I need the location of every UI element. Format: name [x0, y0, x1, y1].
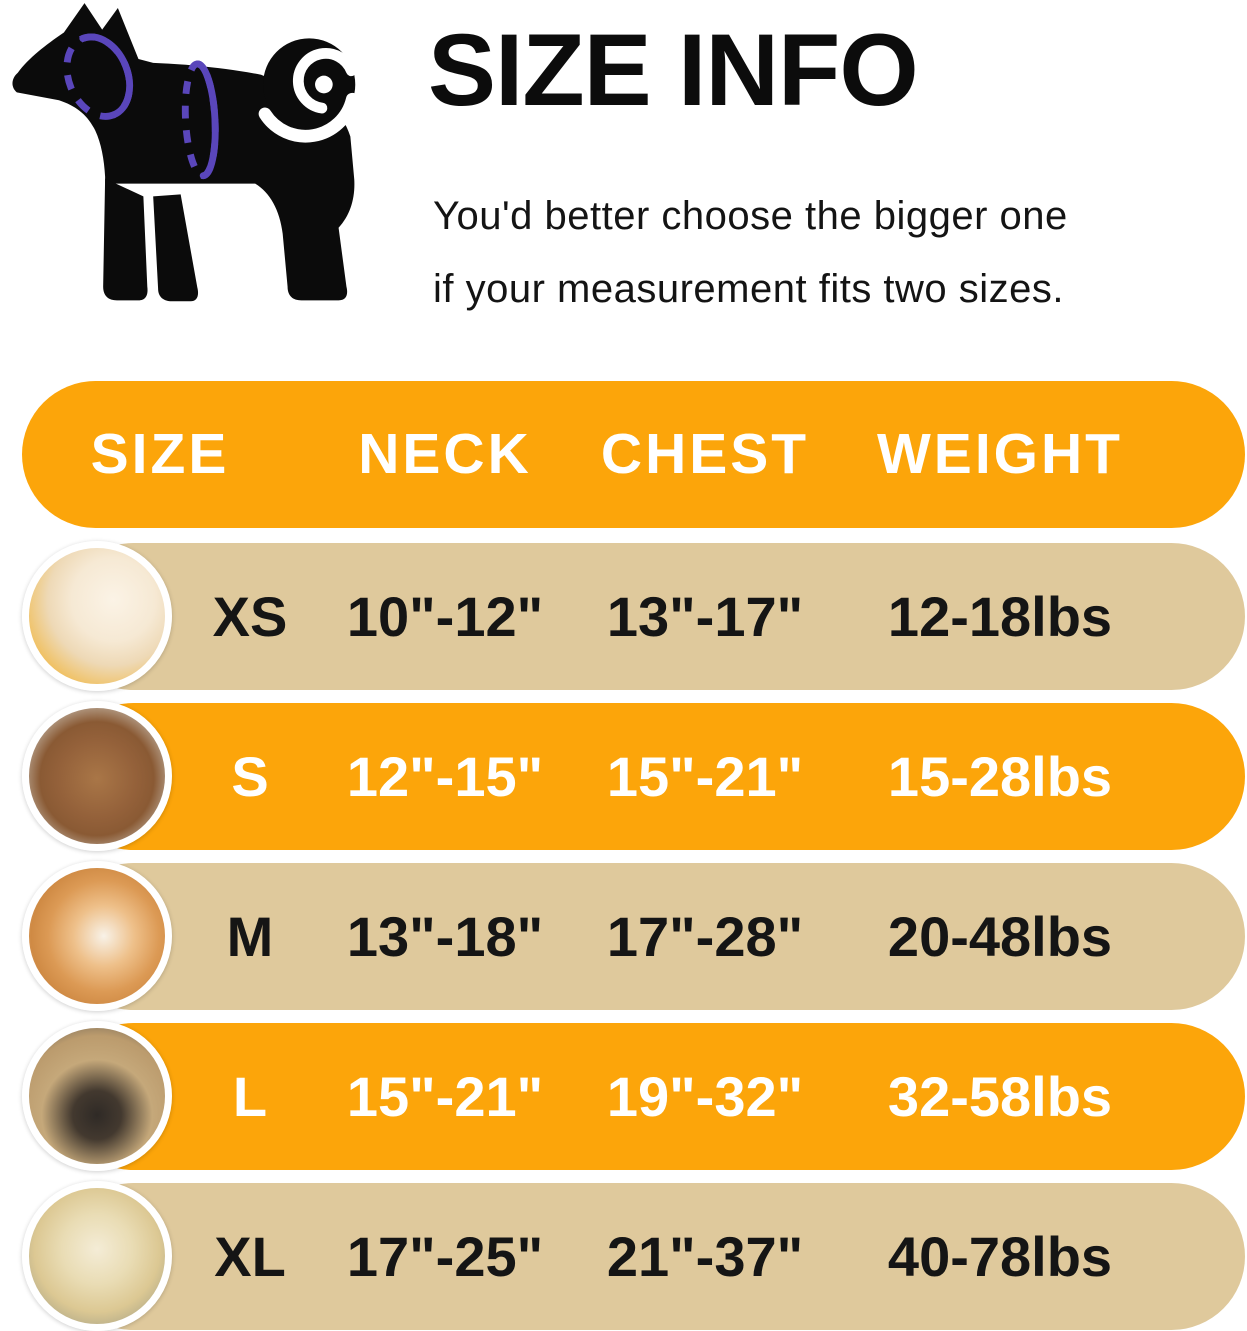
dog-photo-poodle: [22, 701, 172, 851]
header-pill: [22, 381, 1245, 528]
neck-value: 10"-12": [346, 585, 544, 648]
column-header-chest: CHEST: [600, 422, 810, 486]
size-value: XL: [214, 1225, 286, 1288]
neck-value: 15"-21": [346, 1065, 544, 1128]
size-value: XS: [212, 585, 288, 648]
weight-value: 12-18lbs: [887, 585, 1113, 648]
weight-value: 15-28lbs: [887, 745, 1113, 808]
weight-value: 20-48lbs: [887, 905, 1113, 968]
dog-silhouette-icon: [12, 3, 359, 302]
row-pill: [60, 703, 1245, 850]
table-row-s: S 12"-15" 15"-21" 15-28lbs: [0, 701, 1247, 853]
chest-value: 21"-37": [606, 1225, 804, 1288]
chest-value: 13"-17": [606, 585, 804, 648]
neck-value: 13"-18": [346, 905, 544, 968]
row-pill: [60, 1023, 1245, 1170]
row-pill: [60, 543, 1245, 690]
neck-girth-ring-icon: [63, 33, 134, 120]
table-row-m: M 13"-18" 17"-28" 20-48lbs: [0, 861, 1247, 1013]
chest-girth-ring-icon: [181, 60, 219, 180]
table-header-row: SIZE NECK CHEST WEIGHT: [0, 381, 1247, 531]
table-row-xs: XS 10"-12" 13"-17" 12-18lbs: [0, 541, 1247, 693]
subtitle-line-2: if your measurement fits two sizes.: [433, 267, 1065, 311]
size-value: S: [231, 745, 269, 808]
dog-photo-labrador: [22, 1181, 172, 1331]
dog-photo-french-bulldog: [22, 1021, 172, 1171]
neck-value: 17"-25": [346, 1225, 544, 1288]
row-pill: [60, 863, 1245, 1010]
chest-value: 17"-28": [606, 905, 804, 968]
column-header-neck: NECK: [358, 422, 532, 486]
dog-photo-shiba-inu: [22, 861, 172, 1011]
neck-value: 12"-15": [346, 745, 544, 808]
size-value: L: [232, 1065, 268, 1128]
chest-value: 15"-21": [606, 745, 804, 808]
chest-value: 19"-32": [606, 1065, 804, 1128]
dog-photo-pomeranian: [22, 541, 172, 691]
table-row-xl: XL 17"-25" 21"-37" 40-78lbs: [0, 1181, 1247, 1331]
weight-value: 40-78lbs: [887, 1225, 1113, 1288]
subtitle: You'd better choose the bigger one if you…: [433, 180, 1068, 326]
subtitle-line-1: You'd better choose the bigger one: [433, 194, 1068, 238]
row-pill: [60, 1183, 1245, 1330]
column-header-size: SIZE: [90, 422, 230, 486]
size-value: M: [226, 905, 274, 968]
page-title: SIZE INFO: [428, 13, 919, 127]
weight-value: 32-58lbs: [887, 1065, 1113, 1128]
tail-curl-highlight: [258, 48, 359, 143]
table-row-l: L 15"-21" 19"-32" 32-58lbs: [0, 1021, 1247, 1173]
column-header-weight: WEIGHT: [877, 422, 1123, 486]
